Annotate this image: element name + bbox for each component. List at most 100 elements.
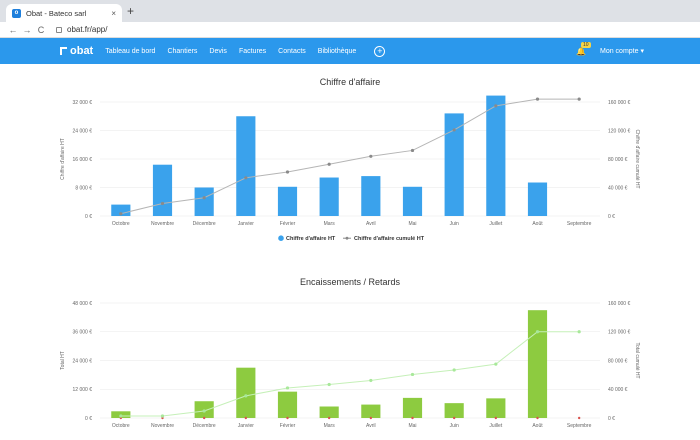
late-marker	[577, 416, 581, 420]
x-tick-label: Octobre	[112, 423, 130, 429]
logo-icon	[60, 47, 67, 55]
bar-janvier	[236, 367, 256, 418]
app-navbar: obat Tableau de bord Chantiers Devis Fac…	[0, 38, 700, 64]
x-tick-label: Septembre	[567, 423, 592, 429]
browser-tab[interactable]: o Obat - Bateco sarl ×	[6, 4, 122, 22]
bar-mai	[402, 186, 423, 216]
late-marker	[286, 416, 289, 420]
right-axis-title: Chiffre d'affaire cumulé HT	[634, 129, 640, 188]
x-tick-label: Juin	[450, 221, 459, 227]
right-tick-label: 80 000 €	[608, 157, 628, 163]
cumulative-point	[494, 362, 498, 366]
cumulative-point	[119, 414, 123, 418]
x-tick-label: Mars	[324, 221, 336, 227]
bar-novembre	[152, 164, 173, 216]
payments-chart: 0 € 0 € 12 000 € 40 000 € 24 000 € 80 000 € 36…	[60, 301, 640, 429]
right-axis-title: Total cumulé HT	[634, 342, 640, 378]
left-tick-label: 12 000 €	[73, 387, 93, 393]
bar-octobre	[111, 204, 131, 216]
lock-icon	[56, 26, 62, 33]
chart-title-revenue: Chiffre d'affaire	[319, 77, 381, 87]
nav-factures[interactable]: Factures	[238, 47, 267, 55]
cumulative-point	[202, 196, 206, 200]
late-marker	[536, 416, 539, 420]
late-marker	[369, 416, 373, 420]
x-tick-label: Mars	[324, 423, 336, 429]
close-tab-icon[interactable]: ×	[111, 8, 116, 18]
legend-line-label: Chiffre d'affaire cumulé HT	[354, 236, 425, 242]
bar-juin	[444, 113, 464, 216]
forward-icon[interactable]: →	[22, 24, 32, 35]
x-tick-label: Juin	[450, 423, 459, 429]
chevron-down-icon: ▾	[640, 48, 644, 55]
x-tick-label: Août	[532, 221, 543, 227]
cumulative-point	[327, 382, 331, 387]
browser-tab-strip: o Obat - Bateco sarl × +	[0, 0, 700, 22]
new-tab-button[interactable]: +	[127, 4, 135, 18]
cumulative-line	[120, 331, 580, 417]
cumulative-point	[452, 128, 456, 132]
late-marker	[411, 416, 414, 420]
late-marker	[327, 416, 331, 420]
left-tick-label: 8 000 €	[75, 185, 92, 191]
cumulative-point	[244, 176, 248, 180]
legend-swatch-point	[345, 236, 349, 240]
x-tick-label: Juillet	[489, 423, 502, 429]
nav-tableau-de-bord[interactable]: Tableau de bord	[105, 47, 156, 55]
address-bar: ← → C obat.fr/app/	[0, 22, 700, 38]
x-tick-label: Décembre	[193, 221, 216, 227]
bar-juillet	[486, 398, 506, 418]
left-tick-label: 24 000 €	[73, 128, 93, 134]
nav-bibliotheque[interactable]: Bibliothèque	[317, 47, 357, 55]
account-label: Mon compte	[600, 48, 639, 55]
left-tick-label: 32 000 €	[73, 100, 93, 106]
left-tick-label: 36 000 €	[73, 330, 93, 336]
x-tick-label: Novembre	[151, 423, 174, 429]
x-tick-label: Novembre	[151, 221, 174, 227]
left-tick-label: 24 000 €	[73, 358, 93, 364]
right-tick-label: 160 000 €	[608, 301, 630, 307]
x-tick-label: Mai	[408, 423, 416, 429]
legend-bar-label: Chiffre d'affaire HT	[286, 236, 336, 242]
cumulative-point	[285, 170, 290, 174]
left-axis-title: Total HT	[60, 351, 66, 370]
notification-badge: 10	[581, 41, 591, 48]
url-field[interactable]: obat.fr/app/	[56, 25, 107, 34]
cumulative-point	[410, 148, 415, 153]
url-text: obat.fr/app/	[67, 25, 108, 34]
cumulative-point	[410, 372, 415, 377]
x-tick-label: Septembre	[567, 221, 592, 227]
bar-avril	[361, 176, 381, 216]
cumulative-point	[535, 97, 540, 101]
bar-juillet	[486, 95, 506, 216]
x-tick-label: Mai	[408, 221, 416, 227]
right-tick-label: 0 €	[608, 416, 615, 422]
account-menu[interactable]: Mon compte ▾	[600, 47, 644, 55]
late-marker	[202, 416, 206, 420]
back-icon[interactable]: ←	[8, 24, 18, 35]
bar-août	[527, 182, 548, 216]
x-tick-label: Janvier	[238, 423, 254, 429]
nav-chantiers[interactable]: Chantiers	[167, 47, 198, 55]
reload-icon[interactable]: C	[37, 24, 45, 35]
obat-favicon-icon: o	[12, 8, 21, 18]
cumulative-point	[369, 378, 373, 383]
bell-icon[interactable]: 🔔 10	[576, 41, 591, 56]
logo-text: obat	[70, 45, 94, 57]
revenue-chart: 0 € 0 € 8 000 € 40 000 € 16 000 € 80 000 € 24 …	[60, 95, 640, 242]
bar-août	[527, 310, 548, 418]
nav-contacts[interactable]: Contacts	[278, 47, 306, 55]
bar-avril	[361, 404, 381, 418]
left-tick-label: 48 000 €	[73, 301, 93, 307]
nav-devis[interactable]: Devis	[209, 47, 227, 55]
x-tick-label: Juillet	[489, 221, 502, 227]
cumulative-point	[535, 330, 540, 334]
cumulative-point	[577, 330, 581, 334]
cumulative-point	[452, 368, 456, 372]
add-plus-button[interactable]: +	[374, 45, 386, 57]
bar-mars	[319, 406, 339, 418]
late-marker	[452, 416, 456, 420]
x-tick-label: Avril	[366, 221, 376, 227]
obat-logo[interactable]: obat	[60, 45, 93, 57]
right-tick-label: 40 000 €	[608, 185, 628, 191]
